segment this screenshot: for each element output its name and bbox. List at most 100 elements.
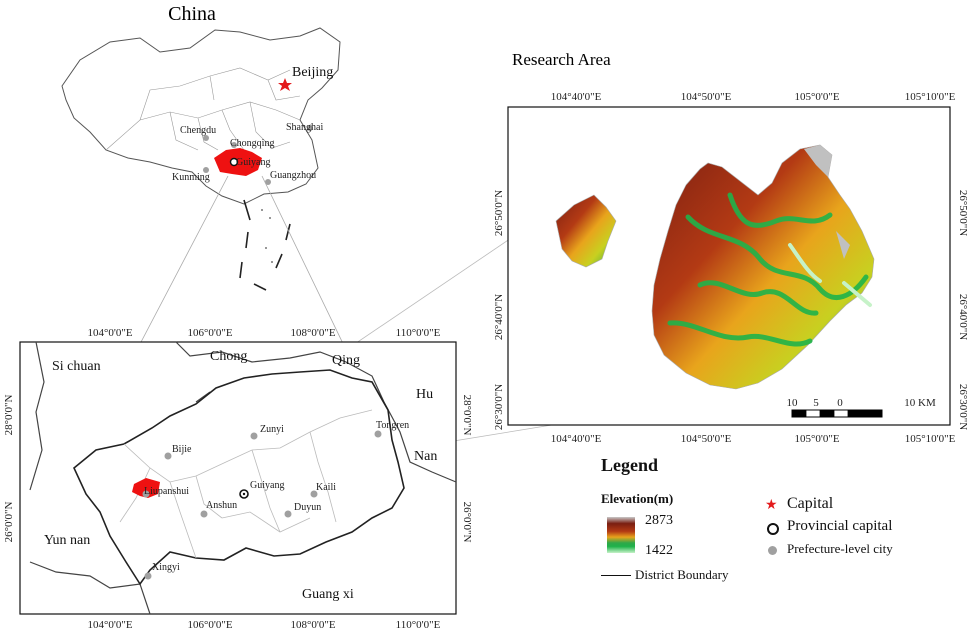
city-kunming: Kunming [172, 172, 210, 183]
capital-star-icon: ★ [765, 498, 778, 513]
gz-top-lon-4: 110°0'0"E [396, 327, 441, 339]
provincial-capital-center [242, 492, 246, 496]
city-guiyang: Guiyang [236, 157, 270, 168]
legend: Legend Elevation(m) 2873 1422 District B… [595, 455, 965, 595]
china-map: China Beijing Chengdu Chongqing Shanghai… [0, 0, 360, 300]
ra-top-lon-2: 104°50'0"E [681, 91, 732, 103]
research-area-svg: Research Area 104°40'0"E 104°50'0"E 105°… [493, 50, 969, 445]
elevation-title: Elevation(m) [601, 491, 674, 506]
neighbor-chong: Chong [210, 349, 247, 364]
guizhou-district-lines [119, 409, 373, 559]
gz-left-lat-1: 28°0'0"N [3, 395, 15, 436]
gz-top-lon-2: 106°0'0"E [187, 327, 232, 339]
gz-right-lat-1: 28°0'0"N [461, 395, 473, 436]
city-dot [307, 125, 313, 131]
research-area-west-patch [555, 194, 617, 268]
neighbor-nan: Nan [414, 449, 437, 464]
gz-bottom-lon-3: 108°0'0"E [290, 619, 335, 631]
capital-label: Capital [787, 495, 834, 512]
guizhou-map: 104°0'0"E 106°0'0"E 108°0'0"E 110°0'0"E … [0, 322, 482, 633]
neighbor-guangxi: Guang xi [302, 587, 354, 602]
city-dot [164, 452, 172, 460]
south-china-sea-line [239, 199, 291, 291]
city-chongqing: Chongqing [230, 138, 274, 149]
china-outline [61, 27, 341, 205]
gz-bottom-lon-2: 106°0'0"E [187, 619, 232, 631]
boundary-label: District Boundary [635, 567, 729, 582]
city-dot [203, 167, 209, 173]
gz-city-duyun: Duyun [294, 502, 321, 513]
guizhou-map-svg: 104°0'0"E 106°0'0"E 108°0'0"E 110°0'0"E … [3, 327, 473, 631]
beijing-star-icon [278, 78, 292, 91]
elevation-min: 1422 [645, 543, 673, 558]
provincial-capital-icon [767, 523, 779, 535]
gz-city-tongren: Tongren [376, 420, 409, 431]
city-dot [142, 490, 150, 498]
gz-top-lon-3: 108°0'0"E [290, 327, 335, 339]
scale-label-1: 10 [787, 397, 799, 409]
ra-top-lon-1: 104°40'0"E [551, 91, 602, 103]
gz-city-anshun: Anshun [206, 500, 237, 511]
island-dots [261, 209, 273, 263]
city-guangzhou: Guangzhou [270, 170, 316, 181]
ra-left-lat-3: 26°30'0"N [493, 384, 505, 430]
city-dot [374, 430, 382, 438]
research-area-grey-edge [804, 145, 850, 259]
gz-bottom-lon-4: 110°0'0"E [396, 619, 441, 631]
gz-right-lat-2: 26°0'0"N [461, 502, 473, 543]
ra-right-lat-3: 26°30'0"N [957, 384, 969, 430]
legend-title: Legend [601, 455, 659, 475]
city-dot [265, 179, 271, 185]
city-chengdu: Chengdu [180, 125, 216, 136]
city-dot [284, 510, 292, 518]
scale-bar: 10 5 0 10 KM [787, 397, 936, 418]
neighbor-sichuan: Si chuan [52, 359, 101, 374]
city-dot [203, 135, 209, 141]
boundary-line-symbol [601, 575, 631, 576]
gz-bottom-lon-1: 104°0'0"E [87, 619, 132, 631]
gz-city-bijie: Bijie [172, 444, 192, 455]
research-area-valleys [667, 192, 869, 347]
ra-right-lat-1: 26°50'0"N [957, 190, 969, 236]
city-dot [250, 432, 258, 440]
city-beijing: Beijing [292, 65, 333, 80]
ra-bottom-lon-1: 104°40'0"E [551, 433, 602, 445]
city-dot [310, 490, 318, 498]
ra-left-lat-1: 26°50'0"N [493, 190, 505, 236]
gz-neighbor-borders [29, 341, 457, 615]
ra-bottom-lon-3: 105°0'0"E [794, 433, 839, 445]
prefecture-label: Prefecture-level city [787, 541, 893, 556]
city-dot [200, 510, 208, 518]
gz-city-xingyi: Xingyi [152, 562, 180, 573]
guizhou-frame [19, 341, 457, 615]
elevation-max: 2873 [645, 513, 673, 528]
research-area-map: Research Area 104°40'0"E 104°50'0"E 105°… [490, 45, 969, 445]
gz-city-liupanshui: Liupanshui [144, 486, 189, 497]
scale-label-3: 0 [837, 397, 843, 409]
gz-left-lat-2: 26°0'0"N [3, 502, 15, 543]
research-area-valleys-light [788, 243, 872, 307]
scale-label-4: 10 KM [904, 397, 936, 409]
gz-top-lon-1: 104°0'0"E [87, 327, 132, 339]
ra-right-lat-2: 26°40'0"N [957, 294, 969, 340]
elevation-color-ramp [607, 517, 635, 553]
ra-bottom-lon-4: 105°10'0"E [905, 433, 956, 445]
neighbor-yunnan: Yun nan [44, 533, 90, 548]
city-dot [231, 142, 237, 148]
ra-left-lat-2: 26°40'0"N [493, 294, 505, 340]
china-map-title: China [168, 3, 216, 25]
city-dot [144, 572, 152, 580]
research-area-title: Research Area [512, 50, 611, 69]
neighbor-qing: Qing [332, 353, 360, 368]
neighbor-hu: Hu [416, 387, 433, 402]
china-province-lines [105, 67, 301, 165]
liupanshui-highlight [132, 478, 160, 498]
prefecture-city-icon [768, 546, 777, 555]
china-map-svg: China Beijing Chengdu Chongqing Shanghai… [61, 3, 341, 291]
scale-label-2: 5 [813, 397, 819, 409]
city-shanghai: Shanghai [286, 122, 323, 133]
gz-city-guiyang: Guiyang [250, 480, 284, 491]
ra-top-lon-3: 105°0'0"E [794, 91, 839, 103]
gz-city-kaili: Kaili [316, 482, 336, 493]
gz-city-zunyi: Zunyi [260, 424, 284, 435]
